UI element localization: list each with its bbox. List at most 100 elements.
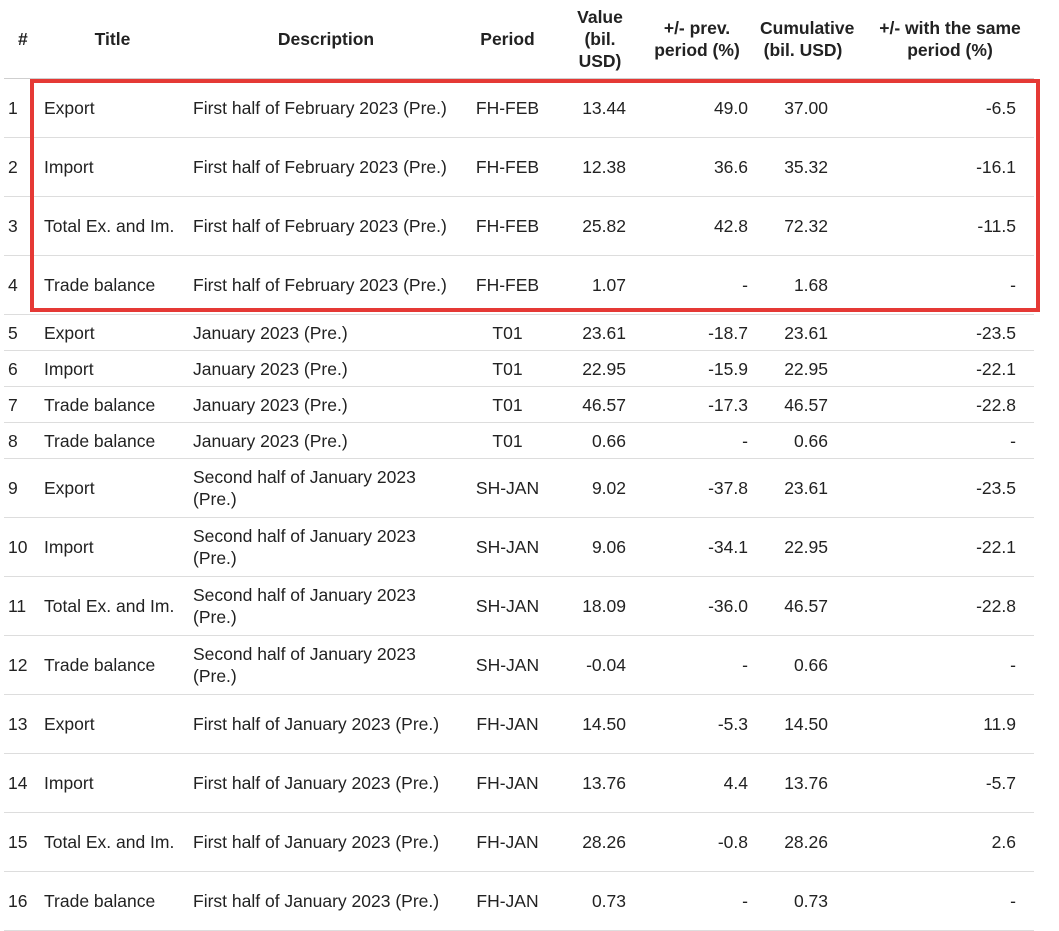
table-row: 9 Export Second half of January 2023 (Pr… xyxy=(4,458,1034,518)
cell-cumulative: 0.73 xyxy=(756,871,850,931)
cell-num: 3 xyxy=(4,196,38,256)
cell-title: Total Ex. and Im. xyxy=(38,812,187,872)
cell-cumulative: 46.57 xyxy=(756,386,850,423)
cell-cumulative: 23.61 xyxy=(756,314,850,351)
cell-same-period: 2.6 xyxy=(850,812,1034,872)
table-row: 8 Trade balance January 2023 (Pre.) T01 … xyxy=(4,422,1034,459)
cell-same-period: - xyxy=(850,871,1034,931)
cell-title: Trade balance xyxy=(38,635,187,695)
cell-prev-period: -17.3 xyxy=(638,386,756,423)
cell-title: Total Ex. and Im. xyxy=(38,576,187,636)
cell-value: 22.95 xyxy=(550,350,638,387)
header-value: Value (bil. USD) xyxy=(550,0,638,79)
cell-cumulative: 1.68 xyxy=(756,255,850,315)
cell-period: SH-JAN xyxy=(465,576,550,636)
table-row: 13 Export First half of January 2023 (Pr… xyxy=(4,694,1034,754)
cell-num: 5 xyxy=(4,314,38,351)
cell-period: FH-JAN xyxy=(465,694,550,754)
cell-cumulative: 23.61 xyxy=(756,458,850,518)
cell-description: January 2023 (Pre.) xyxy=(187,314,465,351)
cell-description: Second half of January 2023 (Pre.) xyxy=(187,458,465,518)
table-row: 7 Trade balance January 2023 (Pre.) T01 … xyxy=(4,386,1034,423)
cell-num: 9 xyxy=(4,458,38,518)
cell-same-period: - xyxy=(850,255,1034,315)
cell-period: FH-JAN xyxy=(465,812,550,872)
cell-description: January 2023 (Pre.) xyxy=(187,422,465,459)
header-prev-period: +/- prev. period (%) xyxy=(638,0,756,79)
cell-value: 13.44 xyxy=(550,78,638,138)
cell-prev-period: -5.3 xyxy=(638,694,756,754)
cell-value: 28.26 xyxy=(550,812,638,872)
cell-num: 10 xyxy=(4,517,38,577)
cell-num: 6 xyxy=(4,350,38,387)
cell-description: First half of February 2023 (Pre.) xyxy=(187,255,465,315)
cell-value: 9.02 xyxy=(550,458,638,518)
cell-same-period: - xyxy=(850,635,1034,695)
cell-period: SH-JAN xyxy=(465,635,550,695)
cell-same-period: 11.9 xyxy=(850,694,1034,754)
cell-num: 1 xyxy=(4,78,38,138)
cell-description: Second half of January 2023 (Pre.) xyxy=(187,517,465,577)
cell-same-period: -16.1 xyxy=(850,137,1034,197)
cell-prev-period: 49.0 xyxy=(638,78,756,138)
cell-title: Import xyxy=(38,753,187,813)
cell-description: Second half of January 2023 (Pre.) xyxy=(187,576,465,636)
cell-title: Trade balance xyxy=(38,255,187,315)
cell-prev-period: - xyxy=(638,871,756,931)
cell-period: T01 xyxy=(465,350,550,387)
cell-title: Total Ex. and Im. xyxy=(38,196,187,256)
table-row: 4 Trade balance First half of February 2… xyxy=(4,255,1034,315)
header-num: # xyxy=(4,0,38,79)
cell-value: 1.07 xyxy=(550,255,638,315)
cell-period: SH-JAN xyxy=(465,458,550,518)
cell-title: Trade balance xyxy=(38,871,187,931)
table-row: 12 Trade balance Second half of January … xyxy=(4,635,1034,695)
cell-cumulative: 37.00 xyxy=(756,78,850,138)
cell-prev-period: - xyxy=(638,635,756,695)
cell-same-period: -11.5 xyxy=(850,196,1034,256)
table-row: 2 Import First half of February 2023 (Pr… xyxy=(4,137,1034,197)
cell-num: 11 xyxy=(4,576,38,636)
cell-title: Export xyxy=(38,694,187,754)
cell-description: First half of February 2023 (Pre.) xyxy=(187,137,465,197)
table-row: 11 Total Ex. and Im. Second half of Janu… xyxy=(4,576,1034,636)
header-title: Title xyxy=(38,0,187,79)
cell-title: Export xyxy=(38,458,187,518)
cell-cumulative: 0.66 xyxy=(756,635,850,695)
cell-period: FH-JAN xyxy=(465,753,550,813)
cell-num: 13 xyxy=(4,694,38,754)
cell-value: 0.73 xyxy=(550,871,638,931)
cell-prev-period: -15.9 xyxy=(638,350,756,387)
trade-statistics-table: # Title Description Period Value (bil. U… xyxy=(4,0,1034,931)
cell-description: January 2023 (Pre.) xyxy=(187,386,465,423)
cell-title: Trade balance xyxy=(38,386,187,423)
cell-description: First half of February 2023 (Pre.) xyxy=(187,78,465,138)
cell-prev-period: 4.4 xyxy=(638,753,756,813)
cell-same-period: -6.5 xyxy=(850,78,1034,138)
table-row: 10 Import Second half of January 2023 (P… xyxy=(4,517,1034,577)
cell-prev-period: -18.7 xyxy=(638,314,756,351)
table-row: 16 Trade balance First half of January 2… xyxy=(4,871,1034,931)
cell-num: 2 xyxy=(4,137,38,197)
cell-description: First half of January 2023 (Pre.) xyxy=(187,694,465,754)
cell-period: T01 xyxy=(465,422,550,459)
table-header-row: # Title Description Period Value (bil. U… xyxy=(4,0,1034,79)
cell-value: 13.76 xyxy=(550,753,638,813)
cell-cumulative: 35.32 xyxy=(756,137,850,197)
cell-period: SH-JAN xyxy=(465,517,550,577)
cell-prev-period: -37.8 xyxy=(638,458,756,518)
cell-value: 14.50 xyxy=(550,694,638,754)
cell-cumulative: 0.66 xyxy=(756,422,850,459)
cell-description: First half of February 2023 (Pre.) xyxy=(187,196,465,256)
cell-period: T01 xyxy=(465,314,550,351)
cell-prev-period: -36.0 xyxy=(638,576,756,636)
cell-cumulative: 72.32 xyxy=(756,196,850,256)
cell-same-period: -22.8 xyxy=(850,386,1034,423)
table-row: 14 Import First half of January 2023 (Pr… xyxy=(4,753,1034,813)
cell-value: 25.82 xyxy=(550,196,638,256)
table-row: 6 Import January 2023 (Pre.) T01 22.95 -… xyxy=(4,350,1034,387)
table-row: 5 Export January 2023 (Pre.) T01 23.61 -… xyxy=(4,314,1034,351)
header-cumulative: Cumulative (bil. USD) xyxy=(756,0,854,79)
cell-title: Export xyxy=(38,78,187,138)
cell-same-period: - xyxy=(850,422,1034,459)
